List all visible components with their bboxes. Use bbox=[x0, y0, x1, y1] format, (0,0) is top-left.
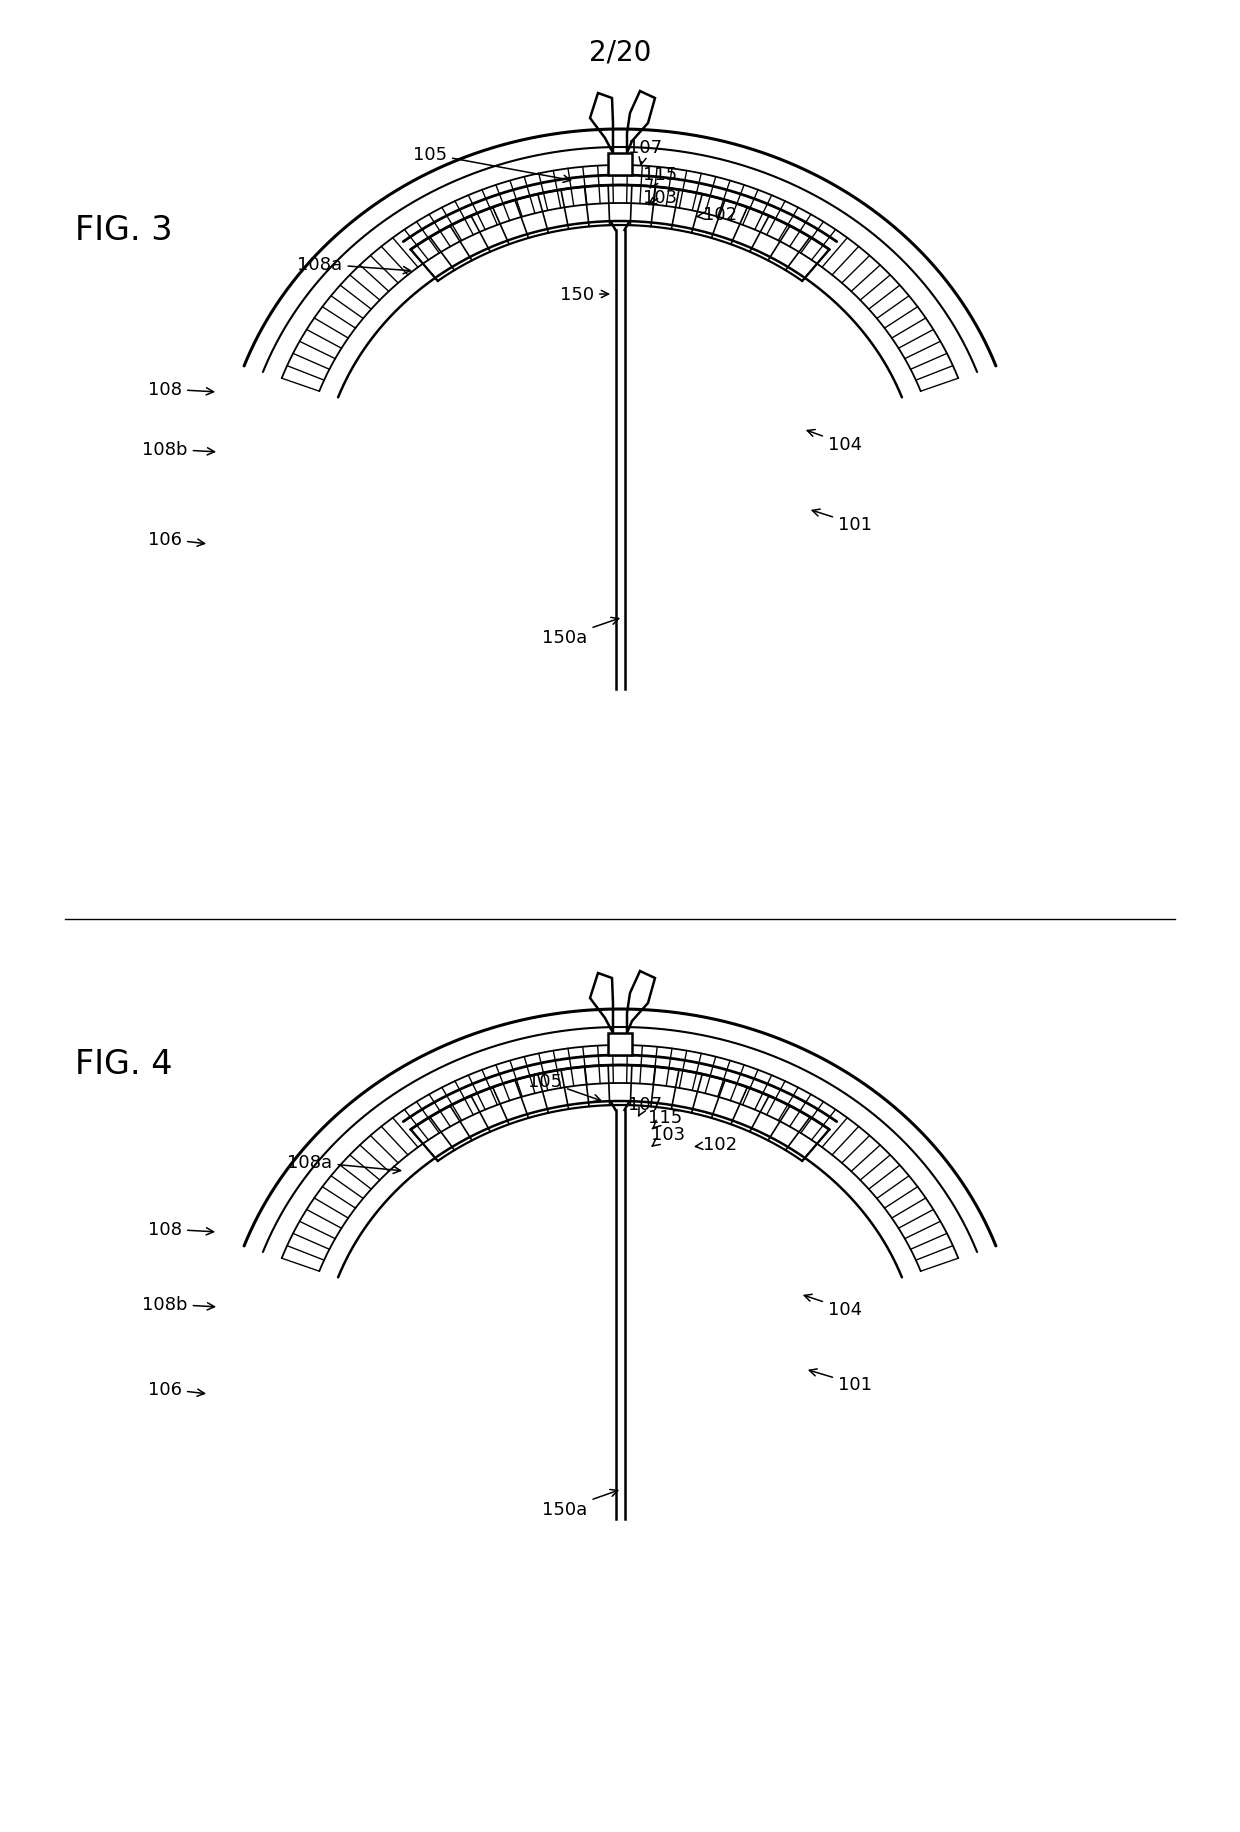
Text: 2/20: 2/20 bbox=[589, 38, 651, 66]
Text: 108: 108 bbox=[148, 1220, 213, 1238]
Text: FIG. 3: FIG. 3 bbox=[74, 213, 172, 245]
Text: 115: 115 bbox=[642, 167, 677, 189]
Text: 150a: 150a bbox=[542, 1489, 618, 1519]
Text: 108a: 108a bbox=[288, 1154, 401, 1174]
Text: 107: 107 bbox=[627, 1096, 662, 1116]
Text: 150: 150 bbox=[560, 286, 609, 304]
Text: 108: 108 bbox=[148, 381, 213, 399]
Text: 108a: 108a bbox=[298, 256, 410, 275]
Bar bbox=[608, 154, 632, 176]
Text: 102: 102 bbox=[697, 205, 737, 224]
Text: 107: 107 bbox=[627, 139, 662, 165]
Text: 115: 115 bbox=[647, 1108, 682, 1129]
Text: 108b: 108b bbox=[143, 1295, 215, 1314]
Text: 108b: 108b bbox=[143, 442, 215, 458]
Text: FIG. 4: FIG. 4 bbox=[74, 1048, 172, 1081]
Bar bbox=[608, 1033, 632, 1055]
Text: 103: 103 bbox=[651, 1125, 684, 1147]
Text: 101: 101 bbox=[812, 509, 872, 533]
Text: 103: 103 bbox=[642, 189, 677, 207]
Text: 105: 105 bbox=[528, 1072, 600, 1101]
Text: 101: 101 bbox=[810, 1369, 872, 1394]
Text: 104: 104 bbox=[805, 1295, 862, 1319]
Text: 106: 106 bbox=[148, 1379, 205, 1398]
Text: 106: 106 bbox=[148, 531, 205, 550]
Text: 150a: 150a bbox=[542, 617, 619, 647]
Text: 104: 104 bbox=[807, 431, 862, 454]
Text: 105: 105 bbox=[413, 147, 570, 183]
Text: 102: 102 bbox=[696, 1136, 737, 1154]
